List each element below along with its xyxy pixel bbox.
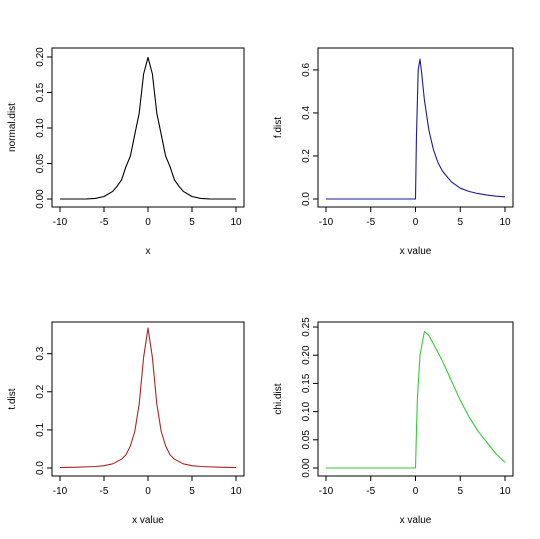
x-tick-label: 5 [189,486,195,497]
x-axis-label: x value [400,246,432,257]
panel-2: -10 -5 0 5 10 0.0 0.2 0.4 0.6 x value f.dist [273,47,514,257]
panel-3: -10 -5 0 5 10 0.0 0.1 0.2 0.3 x value t.dist [7,321,245,526]
x-tick-label: 5 [457,217,463,228]
x-tick-label: 0 [413,486,419,497]
series-line-1 [60,56,236,200]
y-tick-label: 0.0 [35,461,46,475]
x-tick-label: -10 [319,217,334,228]
y-axis-label: chi.dist [273,383,284,414]
x-tick-label: 10 [499,486,511,497]
x-tick-label: -5 [100,486,109,497]
x-tick-label: -10 [53,217,68,228]
y-tick-label: 0.20 [35,47,46,67]
y-tick-label: 0.20 [301,345,312,365]
y-tick-label: 0.2 [301,149,312,163]
x-tick-label: 0 [145,486,151,497]
y-tick-label: 0.00 [35,189,46,209]
x-tick-label: -5 [366,217,375,228]
series-line-1 [326,330,506,469]
y-tick-label: 0.25 [301,317,312,337]
y-tick-label: 0.15 [301,373,312,393]
y-tick-label: 0.10 [35,118,46,138]
panel-1: -10 -5 0 5 10 0.00 0.05 0.10 0.15 0.20 x normal.dis… [7,47,245,257]
y-tick-label: 0.15 [35,82,46,102]
x-tick-label: 10 [230,486,242,497]
series-line-1 [59,327,237,469]
y-tick-label: 0.05 [35,153,46,173]
y-tick-label: 0.4 [301,106,312,120]
x-tick-label: 10 [230,217,242,228]
y-tick-label: 0.05 [301,430,312,450]
x-axis-label: x value [132,515,164,526]
y-axis-label: normal.dist [7,103,18,152]
x-tick-label: -10 [319,486,334,497]
x-tick-label: -10 [53,486,68,497]
series-line-1 [326,58,506,200]
x-tick-label: -5 [366,486,375,497]
x-axis-label: x [146,246,151,257]
y-axis-label: t.dist [7,388,18,409]
y-tick-label: 0.10 [301,401,312,421]
x-tick-label: 0 [413,217,419,228]
x-tick-label: 5 [457,486,463,497]
y-tick-label: 0.00 [301,458,312,478]
plot-frame [51,47,245,208]
x-tick-label: -5 [100,217,109,228]
y-axis-label: f.dist [273,117,284,138]
x-axis-label: x value [400,515,432,526]
x-tick-label: 10 [499,217,511,228]
y-tick-label: 0.2 [35,384,46,398]
y-tick-label: 0.3 [35,346,46,360]
y-tick-label: 0.0 [301,192,312,206]
plot-frame [51,321,245,477]
y-tick-label: 0.6 [301,63,312,77]
panel-4: -10 -5 0 5 10 0.00 0.05 0.10 0.15 0.20 0.25 x value… [273,317,514,526]
x-tick-label: 0 [145,217,151,228]
x-tick-label: 5 [189,217,195,228]
y-tick-label: 0.1 [35,423,46,437]
